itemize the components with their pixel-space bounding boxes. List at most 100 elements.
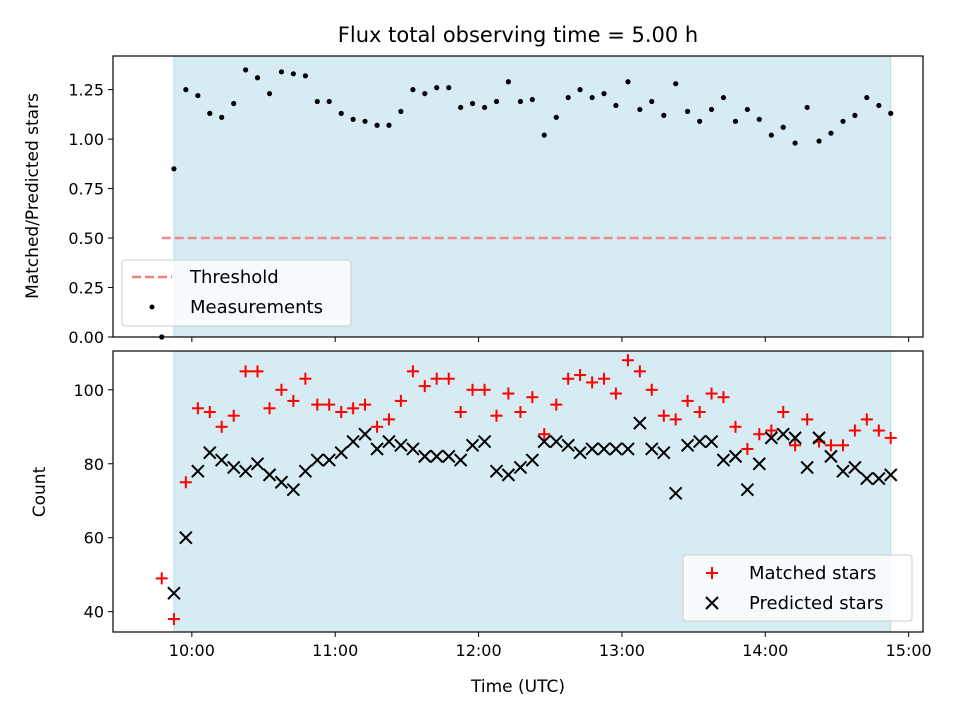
- measurement-point: [697, 118, 703, 124]
- measurement-point: [517, 98, 524, 105]
- predicted-stars-point: [573, 445, 587, 460]
- measurement-point: [314, 98, 320, 105]
- measurement-point: [852, 112, 858, 118]
- measurement-point: [458, 104, 464, 111]
- matched-stars-point: [323, 398, 336, 411]
- top-ytick-label: 0.00: [68, 328, 104, 347]
- measurement-point: [171, 166, 177, 172]
- matched-stars-point: [394, 394, 407, 407]
- measurement-point: [338, 110, 344, 116]
- matched-stars-point: [155, 572, 168, 585]
- matched-stars-point: [359, 398, 372, 411]
- matched-stars-point: [562, 372, 575, 385]
- predicted-stars-point: [740, 482, 755, 497]
- predicted-stars-point: [800, 460, 814, 475]
- predicted-stars-point: [597, 442, 611, 456]
- matched-stars-point: [609, 387, 622, 400]
- matched-stars-point: [239, 365, 252, 378]
- matched-stars-point: [514, 406, 527, 419]
- matched-stars-point: [598, 372, 611, 385]
- predicted-stars-point: [788, 431, 802, 445]
- matched-stars-point: [347, 402, 360, 415]
- measurement-point: [840, 118, 846, 124]
- predicted-stars-point: [238, 464, 253, 478]
- predicted-stars-point: [776, 427, 790, 441]
- predicted-stars-point: [262, 468, 277, 482]
- matched-stars-point: [454, 406, 467, 419]
- matched-stars-point: [382, 413, 395, 426]
- measurement-point: [804, 104, 810, 111]
- matched-stars-point: [848, 424, 861, 437]
- measurement-point: [350, 116, 356, 122]
- predicted-stars-point: [585, 442, 599, 456]
- matched-stars-point: [466, 383, 479, 396]
- measurement-point: [637, 106, 643, 113]
- matched-stars-point: [179, 476, 192, 489]
- measurement-point: [888, 110, 894, 116]
- predicted-stars-point: [884, 468, 898, 482]
- bottom-xtick-label: 14:00: [742, 641, 788, 660]
- predicted-stars-point: [442, 449, 456, 464]
- predicted-stars-point: [812, 431, 826, 445]
- matched-stars-point: [729, 420, 742, 433]
- legend-matched-label: Matched stars: [749, 563, 876, 584]
- predicted-stars-point: [728, 449, 743, 464]
- matched-stars-point: [215, 420, 228, 433]
- predicted-stars-point: [214, 453, 229, 467]
- matched-stars-point: [335, 406, 348, 419]
- measurement-point: [816, 138, 822, 144]
- matched-stars-point: [633, 365, 646, 378]
- matched-stars-point: [789, 439, 802, 452]
- predicted-stars-point: [346, 434, 360, 449]
- measurement-point: [481, 104, 488, 111]
- measurement-point: [266, 90, 273, 97]
- matched-stars-point: [406, 365, 419, 378]
- matched-stars-point: [645, 383, 658, 396]
- matched-stars-point: [251, 365, 264, 378]
- predicted-stars-point: [764, 431, 779, 445]
- matched-stars-point: [263, 402, 276, 415]
- legend-predicted-swatch: [705, 596, 719, 610]
- predicted-stars-point: [465, 438, 480, 452]
- measurement-point: [601, 90, 607, 97]
- matched-stars-point: [753, 428, 766, 441]
- predicted-stars-point: [860, 471, 874, 486]
- bottom-xlabel: Time (UTC): [470, 677, 565, 697]
- matched-stars-point: [657, 409, 670, 422]
- predicted-stars-point: [382, 434, 396, 449]
- top-ytick-label: 1.00: [68, 130, 104, 149]
- measurement-point: [505, 79, 511, 85]
- legend-threshold-label: Threshold: [189, 267, 279, 288]
- predicted-stars-point: [716, 453, 731, 467]
- legend-measurements-label: Measurements: [190, 297, 323, 318]
- top-legend: Threshold Measurements: [121, 259, 352, 327]
- top-ylabel: Matched/Predicted stars: [23, 93, 43, 299]
- legend-predicted-label: Predicted stars: [749, 593, 883, 614]
- predicted-stars-point: [621, 442, 635, 456]
- measurement-point: [625, 79, 631, 85]
- bottom-ytick-label: 40: [84, 603, 104, 622]
- measurement-point: [446, 85, 452, 91]
- matched-stars-point: [705, 387, 718, 400]
- matched-stars-point: [669, 413, 682, 426]
- predicted-stars-point: [645, 442, 659, 456]
- matched-stars-point: [693, 406, 706, 419]
- matched-stars-point: [502, 387, 515, 400]
- matched-stars-point: [287, 394, 300, 407]
- top-ytick-label: 0.25: [68, 279, 104, 298]
- measurement-point: [828, 130, 834, 136]
- measurement-point: [374, 122, 380, 128]
- predicted-stars-point: [824, 449, 838, 464]
- measurement-point: [780, 124, 786, 130]
- measurement-point: [254, 75, 261, 81]
- measurement-point: [661, 112, 667, 118]
- measurement-point: [613, 102, 619, 109]
- top-title: Flux total observing time = 5.00 h: [338, 23, 698, 47]
- matched-stars-point: [167, 613, 180, 626]
- predicted-stars-point: [680, 438, 695, 452]
- measurement-point: [362, 118, 368, 124]
- top-panel: 0.00 0.25 0.50 0.75 1.00 1.25 Flux total obse…: [23, 23, 924, 347]
- predicted-stars-point: [203, 445, 217, 460]
- matched-stars-point: [777, 406, 790, 419]
- measurement-point: [278, 69, 285, 75]
